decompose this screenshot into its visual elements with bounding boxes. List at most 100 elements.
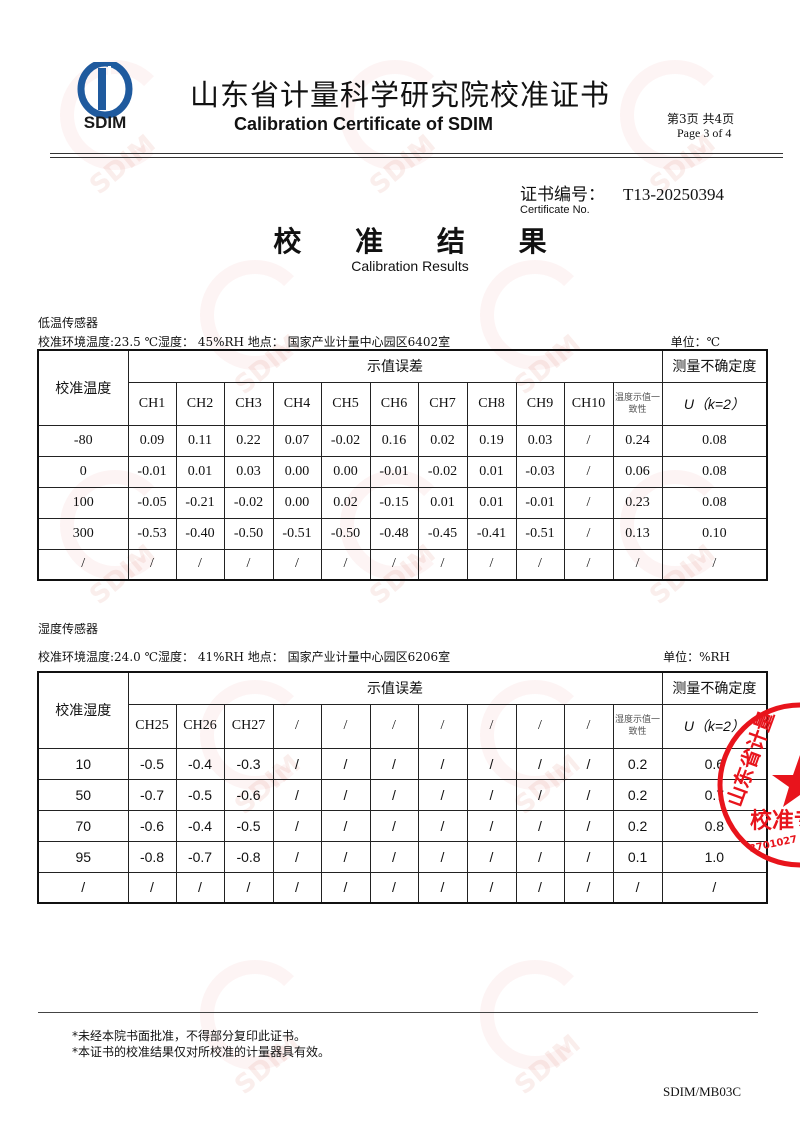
table-cell: 70 [37,809,129,842]
table-cell: / [127,548,177,581]
table-row: 95 -0.8 -0.7 -0.8// / / / //0.1 1.0 [37,840,768,873]
group-header: 示值误差 [127,671,663,705]
table-cell: -0.5 [127,747,177,780]
table-cell: / [320,840,371,873]
table-cell: -0.3 [223,747,274,780]
table-cell: 300 [37,517,129,550]
table-cell: -0.45 [417,517,468,550]
humid-unit: 单位：%RH [663,650,730,664]
table-cell: 0.10 [661,517,768,550]
table-cell: 0.09 [127,424,177,457]
channel-header: CH6 [369,381,419,426]
table-cell: 0.07 [272,424,322,457]
table-cell: -0.8 [223,840,274,873]
table-cell: 0.8 [661,809,768,842]
certificate-value: T13-20250394 [623,185,725,204]
table-cell: -0.4 [175,747,225,780]
sdim-logo: SDIM [77,62,133,132]
table-cell: / [466,840,517,873]
table-cell: / [37,871,129,904]
table-cell: -0.51 [272,517,322,550]
table-cell: 0.2 [612,778,663,811]
table-cell: / [369,548,419,581]
table-cell: 0.08 [661,424,768,457]
table-cell: -0.53 [127,517,177,550]
table-cell: -0.5 [223,809,274,842]
table-cell: -0.01 [369,455,419,488]
divider [50,153,783,154]
table-cell: / [417,747,468,780]
table-cell: -0.50 [223,517,274,550]
table-cell: / [612,871,663,904]
divider [50,157,783,158]
certificate-label-en: Certificate No. [520,204,590,216]
channel-header: / [369,703,419,749]
title-en: Calibration Certificate of SDIM [234,114,494,134]
table-cell: / [417,809,468,842]
table-cell: 0.00 [272,486,322,519]
table-cell: 0.08 [661,455,768,488]
consistency-header: 湿度示值一致性 [612,703,663,749]
table-cell: -0.02 [223,486,274,519]
table-cell: / [37,548,129,581]
table-cell: / [320,548,371,581]
certificate-label: 证书编号： [520,185,605,205]
channel-header: CH8 [466,381,517,426]
uncertainty-header: 测量不确定度 [661,671,768,705]
channel-header: CH4 [272,381,322,426]
header-row: 校准温度 示值误差 测量不确定度 [37,349,768,426]
table-cell: 0 [37,455,129,488]
table-cell: / [175,871,225,904]
table-cell: / [417,778,468,811]
table-row: 300 -0.53 -0.40 -0.50 -0.51 -0.50 -0.48 -0.45 -0… [37,517,768,550]
channel-header: CH7 [417,381,468,426]
table-cell: 0.08 [661,486,768,519]
channel-header: / [272,703,322,749]
table-cell: -0.02 [417,455,468,488]
table-cell: 0.13 [612,517,663,550]
temp-section-title: 低温传感器 [38,316,99,330]
table-cell: / [563,747,614,780]
table-row: -80 0.09 0.11 0.22 0.07 -0.02 0.16 0.02 0.19 0.03… [37,424,768,457]
table-cell: 0.03 [515,424,565,457]
table-cell: 0.02 [417,424,468,457]
table-cell: -0.51 [515,517,565,550]
table-cell: / [515,548,565,581]
first-column-header: 校准温度 [37,349,129,426]
table-cell: / [661,871,768,904]
humid-section-title: 湿度传感器 [38,622,99,636]
table-cell: -0.01 [127,455,177,488]
table-cell: / [466,747,517,780]
table-cell: / [272,840,322,873]
channel-header: CH2 [175,381,225,426]
channel-header: CH3 [223,381,274,426]
channel-header: CH10 [563,381,614,426]
table-cell: / [369,809,419,842]
table-cell: / [175,548,225,581]
svg-text:SDIM: SDIM [84,113,127,132]
form-code: SDIM/MB03C [663,1084,742,1099]
channel-header-row: CH1 CH2 CH3 CH4 CH5 CH6 CH7 CH8 CH9 CH10 温度示值一致性 U（… [38,381,768,426]
table-cell: -0.50 [320,517,371,550]
table-cell: / [563,778,614,811]
table-cell: / [563,517,614,550]
page-number-cn: 第3页 共4页 [667,112,735,126]
table-cell: / [320,778,371,811]
table-cell: -80 [37,424,129,457]
table-cell: -0.6 [127,809,177,842]
table-cell: / [563,548,614,581]
table-cell: / [272,778,322,811]
table-cell: / [466,809,517,842]
table-cell: 0.11 [175,424,225,457]
table-cell: 50 [37,778,129,811]
page-number-en: Page 3 of 4 [677,126,732,140]
table-cell: 0.01 [466,455,517,488]
table-cell: -0.41 [466,517,517,550]
consistency-header: 温度示值一致性 [612,381,663,426]
temp-results-table: 校准温度 示值误差 测量不确定度 CH1 CH2 CH3 CH4 CH5 CH6 CH7 CH8 CH… [37,349,769,581]
table-cell: -0.7 [175,840,225,873]
table-cell: / [320,809,371,842]
table-cell: 0.7 [661,778,768,811]
table-cell: -0.15 [369,486,419,519]
table-cell: 0.01 [175,455,225,488]
